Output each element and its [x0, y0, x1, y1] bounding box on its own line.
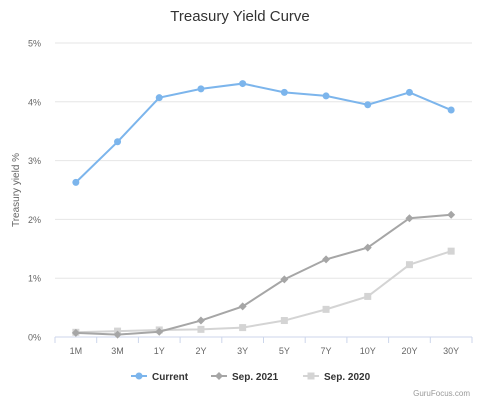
legend-label: Current: [152, 372, 189, 383]
legend-label: Sep. 2021: [232, 372, 279, 383]
data-point: [280, 275, 289, 284]
y-tick-label: 4%: [28, 97, 41, 107]
legend-marker: [215, 372, 223, 380]
data-point: [114, 138, 122, 146]
data-point: [155, 327, 164, 336]
data-point: [447, 210, 456, 219]
data-point: [364, 101, 372, 109]
data-point: [196, 316, 205, 325]
data-point: [447, 106, 455, 114]
data-point: [71, 328, 80, 337]
data-point: [447, 247, 455, 255]
grid-lines: [55, 42, 472, 279]
legend-item[interactable]: Sep. 2021: [211, 372, 279, 383]
data-point: [239, 80, 247, 88]
legend-item[interactable]: Sep. 2020: [303, 372, 371, 383]
x-tick-label: 10Y: [360, 346, 376, 356]
legend-label: Sep. 2020: [324, 372, 371, 383]
data-point: [405, 88, 413, 96]
y-tick-label: 1%: [28, 274, 41, 284]
x-axis: 1M 3M 1Y 2Y 3Y 5Y 7Y 10Y 20Y 30Y: [54, 336, 473, 356]
data-point: [322, 92, 330, 100]
y-tick-label: 3%: [28, 156, 41, 166]
y-tick-label: 2%: [28, 215, 41, 225]
y-tick-label: 5%: [28, 39, 41, 49]
y-axis-label: Treasury yield %: [11, 153, 22, 227]
legend-marker: [307, 372, 315, 380]
series-sep-2021: [71, 210, 456, 339]
x-tick-label: 3M: [111, 346, 124, 356]
data-point: [155, 94, 163, 102]
data-point: [322, 305, 330, 313]
x-tick-label: 20Y: [401, 346, 417, 356]
data-point: [197, 85, 205, 93]
data-point: [364, 292, 372, 300]
data-point: [322, 255, 331, 264]
x-tick-label: 3Y: [237, 346, 248, 356]
legend-marker: [135, 372, 143, 380]
data-point: [363, 243, 372, 252]
data-point: [405, 214, 414, 223]
data-point: [72, 178, 80, 186]
x-tick-label: 5Y: [279, 346, 290, 356]
x-tick-label: 30Y: [443, 346, 459, 356]
credit-text: GuruFocus.com: [413, 389, 470, 398]
chart-title: Treasury Yield Curve: [170, 8, 310, 25]
series-group: [71, 80, 456, 339]
legend-item[interactable]: Current: [131, 372, 189, 383]
series-current: [72, 80, 455, 186]
legend[interactable]: Current Sep. 2021 Sep. 2020: [131, 372, 371, 383]
x-tick-label: 2Y: [195, 346, 206, 356]
data-point: [113, 330, 122, 339]
data-point: [197, 325, 205, 333]
data-point: [405, 261, 413, 269]
series-line: [75, 250, 452, 334]
series-line: [75, 213, 452, 336]
x-tick-label: 1M: [70, 346, 83, 356]
series-line: [75, 82, 452, 184]
y-tick-label: 0%: [28, 333, 41, 343]
data-point: [280, 88, 288, 96]
x-tick-label: 7Y: [321, 346, 332, 356]
x-tick-label: 1Y: [154, 346, 165, 356]
data-point: [238, 302, 247, 311]
data-point: [280, 317, 288, 325]
y-axis-ticks: 0% 1% 2% 3% 4% 5%: [28, 39, 41, 343]
data-point: [239, 324, 247, 332]
